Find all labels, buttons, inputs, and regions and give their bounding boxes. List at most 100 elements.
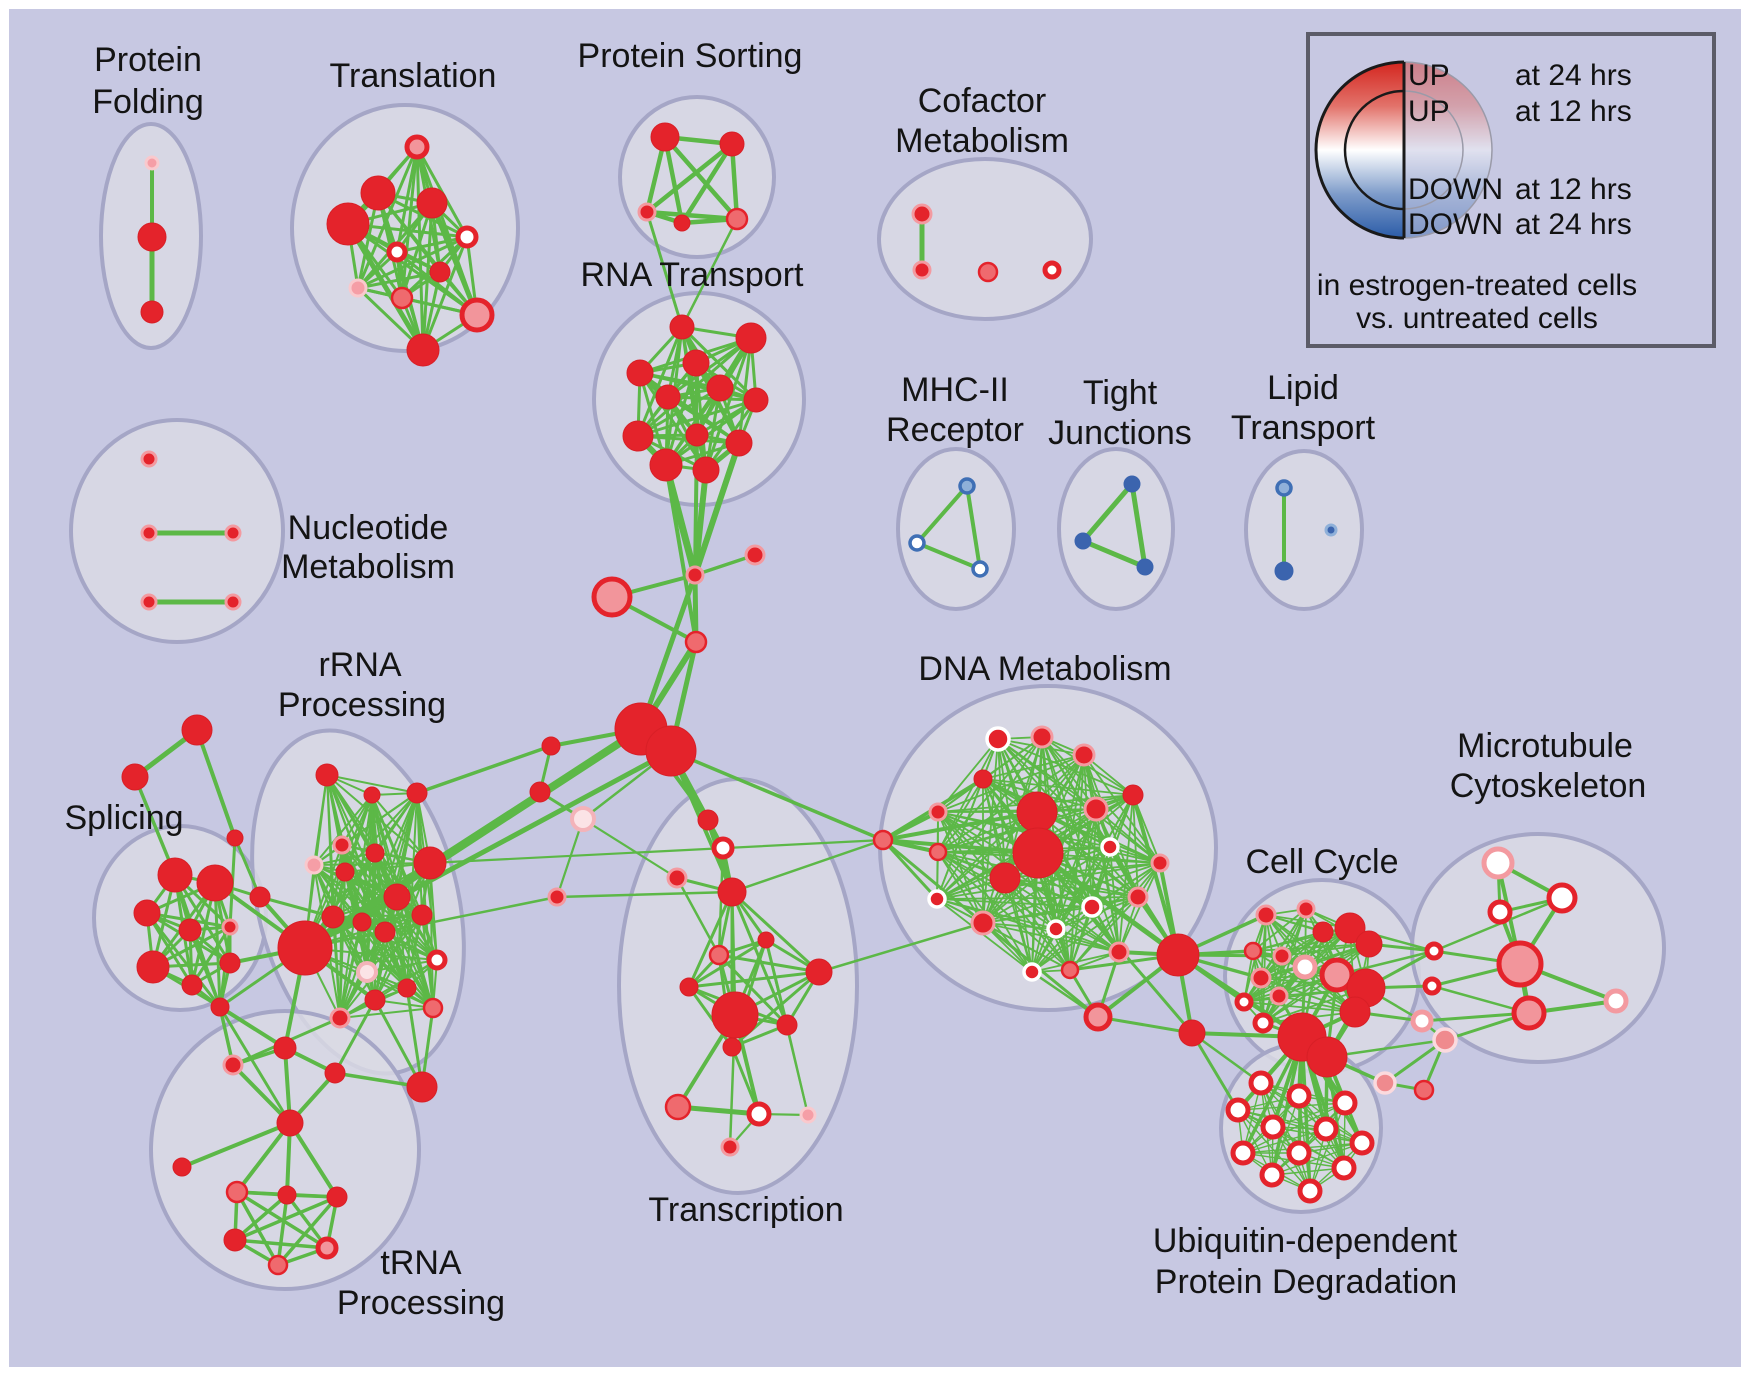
node-rt7 xyxy=(622,420,654,452)
edge-d0-d8 xyxy=(881,810,1039,842)
node-tc14 xyxy=(720,1137,740,1157)
node-pf2 xyxy=(140,300,164,324)
node-r12 xyxy=(411,904,433,926)
node-x0 xyxy=(541,736,561,756)
node-tc1 xyxy=(711,836,735,860)
edge-m0-m1 xyxy=(915,484,969,545)
node-m0 xyxy=(958,477,976,495)
edge-d1-d11 xyxy=(997,738,1111,848)
node-cc11 xyxy=(1269,986,1289,1006)
cluster-labels: Protein Folding Translation Protein Sorting… xyxy=(64,37,1646,1322)
node-d15 xyxy=(1127,886,1149,908)
edge-d0-r7 xyxy=(428,838,885,865)
node-r3 xyxy=(332,835,352,855)
edge-r14-r18 xyxy=(339,959,438,1019)
cluster-label-dna-metabolism-0: DNA Metabolism xyxy=(918,650,1171,688)
legend-arc xyxy=(1403,90,1464,210)
node-cc7 xyxy=(1292,954,1318,980)
node-t2 xyxy=(416,187,448,219)
legend-texts: UP at 24 hrs UP at 12 hrs DOWN at 12 hrs DOWN a… xyxy=(1317,59,1637,335)
node-ps1 xyxy=(719,131,745,157)
edge-tc5-tc7 xyxy=(717,953,821,974)
edge-o2-r20 xyxy=(233,836,262,899)
node-tc11 xyxy=(664,1093,692,1121)
edge-r0-r2 xyxy=(326,774,418,794)
cluster-label-rrna-processing-0: rRNA xyxy=(318,646,401,684)
edge-tj0-tj1 xyxy=(1080,481,1135,544)
node-r8 xyxy=(383,883,411,911)
edge-d11-d19 xyxy=(1109,846,1120,953)
node-u4 xyxy=(1260,1114,1286,1140)
edge-r7-r9 xyxy=(332,862,431,918)
node-r6 xyxy=(365,843,385,863)
edge-rt1-rt11 xyxy=(704,336,753,472)
edge-cc3-cc5 xyxy=(1252,927,1351,952)
cluster-label-cofactor-metabolism-1: Metabolism xyxy=(895,122,1069,160)
cluster-label-ubiquitin-degradation-0: Ubiquitin-dependent xyxy=(1153,1222,1458,1260)
node-cc0 xyxy=(1255,904,1277,926)
node-r19 xyxy=(406,1071,438,1103)
node-j2 xyxy=(591,576,633,618)
edge-x2-x3 xyxy=(555,817,585,899)
node-cc4 xyxy=(1355,930,1383,958)
node-r7 xyxy=(413,846,447,880)
node-rt6 xyxy=(743,387,769,413)
node-tj0 xyxy=(1123,475,1141,493)
node-s3 xyxy=(178,918,202,942)
cluster-label-lipid-transport-1: Transport xyxy=(1231,409,1376,447)
node-o2 xyxy=(226,829,244,847)
node-ps2 xyxy=(637,202,657,222)
node-r13 xyxy=(356,961,378,983)
node-ps4 xyxy=(725,207,749,231)
cluster-label-mhc-ii-receptor-1: Receptor xyxy=(886,411,1024,449)
node-d2 xyxy=(1030,725,1054,749)
node-d14 xyxy=(1150,853,1170,873)
node-cc3 xyxy=(1334,912,1366,944)
edge-mt6-mt7 xyxy=(1420,1011,1531,1023)
node-tj1 xyxy=(1074,532,1092,550)
edge-d0-d13 xyxy=(881,838,939,901)
cluster-label-microtubule-cytoskeleton-1: Cytoskeleton xyxy=(1450,767,1647,805)
legend-direction-0: UP xyxy=(1408,59,1450,92)
edge-cc4-cc5 xyxy=(1252,943,1370,952)
node-c1 xyxy=(912,260,932,280)
node-u9 xyxy=(1331,1155,1357,1181)
node-o1 xyxy=(121,763,149,791)
node-x1 xyxy=(529,781,551,803)
edge-rt1-rt5 xyxy=(666,336,753,399)
edge-tr4-tr5 xyxy=(180,1121,292,1169)
edge-rt10-j3 xyxy=(664,463,698,644)
node-h1 xyxy=(645,725,697,777)
edge-r12-r18 xyxy=(339,914,423,1019)
edge-tc9-tc13 xyxy=(785,1023,810,1117)
edge-d12-d20 xyxy=(1004,877,1033,973)
node-tc6 xyxy=(679,977,699,997)
cluster-label-protein-folding-0: Protein xyxy=(94,41,202,79)
edge-rt9-j0 xyxy=(692,440,742,578)
cluster-ellipse-protein-sorting xyxy=(618,95,776,259)
node-s7 xyxy=(219,952,241,974)
node-c2 xyxy=(977,261,999,283)
node-tr4 xyxy=(276,1109,304,1137)
node-t5 xyxy=(386,241,408,263)
node-rt4 xyxy=(706,374,734,402)
node-d19 xyxy=(1108,941,1130,963)
edge-tj1-tj2 xyxy=(1080,538,1148,570)
node-mt7 xyxy=(1511,995,1547,1031)
node-r18 xyxy=(329,1007,351,1029)
node-r1 xyxy=(363,786,381,804)
node-tj2 xyxy=(1136,558,1154,576)
edge-s8-tr2 xyxy=(218,1005,287,1050)
node-tr8 xyxy=(326,1186,348,1208)
edge-d10-d16 xyxy=(937,851,984,924)
node-cc12 xyxy=(1234,992,1254,1012)
edge-t0-t7 xyxy=(356,145,419,290)
edge-h1-d0 xyxy=(669,749,885,842)
edge-d13-d17 xyxy=(936,898,1093,908)
node-n2 xyxy=(224,524,242,542)
edge-d3-d5 xyxy=(937,754,1085,813)
node-j1 xyxy=(744,544,766,566)
node-t4 xyxy=(455,225,479,249)
node-rt0 xyxy=(669,314,695,340)
